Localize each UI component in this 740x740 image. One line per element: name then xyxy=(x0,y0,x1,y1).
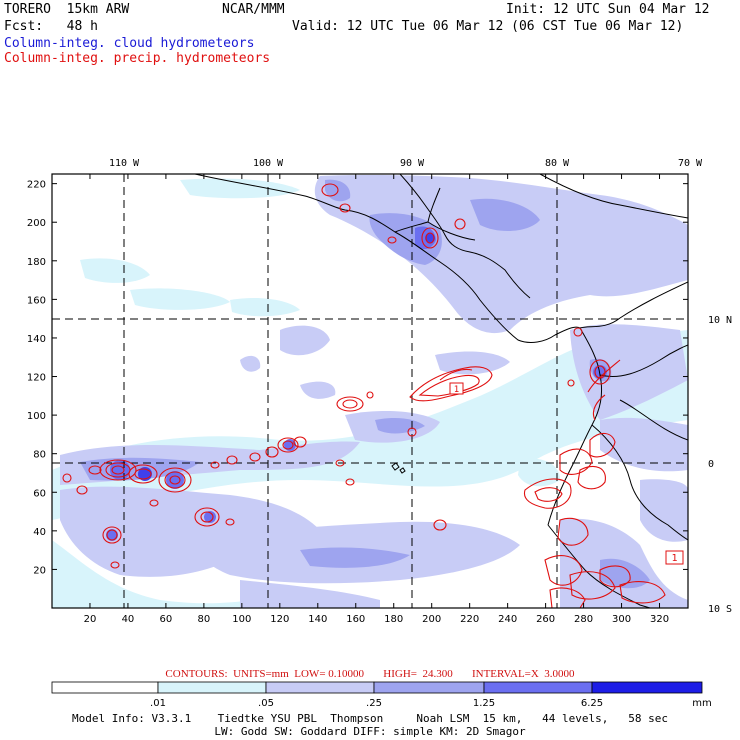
lon-label-80w: 80 W xyxy=(545,158,570,169)
x-tick-label: 180 xyxy=(384,614,403,625)
y-tick-label: 80 xyxy=(33,450,46,461)
lon-label-110w: 110 W xyxy=(109,158,140,169)
graticule xyxy=(52,174,688,608)
colorbar-bin-2 xyxy=(157,681,267,694)
x-tick-label: 80 xyxy=(198,614,211,625)
y-tick-label: 60 xyxy=(33,488,46,499)
x-tick-label: 120 xyxy=(270,614,289,625)
x-tick-label: 300 xyxy=(612,614,631,625)
y-tick-label: 40 xyxy=(33,527,46,538)
x-tick-label: 260 xyxy=(536,614,555,625)
lat-label-10s: 10 S xyxy=(708,604,732,615)
lon-label-90w: 90 W xyxy=(400,158,425,169)
y-tick-label: 100 xyxy=(27,411,46,422)
max-box-center xyxy=(449,382,464,395)
x-tick-label: 220 xyxy=(460,614,479,625)
contour-info: CONTOURS: UNITS=mm LOW= 0.10000 HIGH= 24… xyxy=(165,668,575,680)
model-info-line1: Model Info: V3.3.1 Tiedtke YSU PBL Thomp… xyxy=(71,712,669,725)
colorbar-bin-5 xyxy=(483,681,593,694)
x-tick-label: 200 xyxy=(422,614,441,625)
x-tick-label: 100 xyxy=(232,614,251,625)
y-tick-label: 120 xyxy=(27,373,46,384)
x-tick-label: 320 xyxy=(650,614,669,625)
max-box-east xyxy=(665,550,684,565)
axis-labels: 20 40 60 80 100 120 140 160 180 200 220 240 260 280 30… xyxy=(27,180,669,625)
colorbar-bin-1 xyxy=(51,681,159,694)
cloud-hydrometeor-field xyxy=(52,174,688,608)
y-tick-label: 140 xyxy=(27,334,46,345)
colorbar-label-125: 1.25 xyxy=(473,698,495,709)
lat-label-10n: 10 N xyxy=(708,315,732,326)
y-tick-label: 180 xyxy=(27,257,46,268)
lat-label-0: 0 xyxy=(708,459,714,470)
coastlines xyxy=(194,174,688,608)
colorbar-label-001: .01 xyxy=(150,698,166,709)
axis-ticks xyxy=(52,174,688,608)
colorbar-labels: .01 .05 .25 1.25 6.25 mm xyxy=(150,698,712,709)
lon-label-100w: 100 W xyxy=(253,158,284,169)
plot-frame xyxy=(51,173,689,609)
valid-time: Valid: 12 UTC Tue 06 Mar 12 (06 CST Tue … xyxy=(292,19,684,34)
colorbar-unit: mm xyxy=(692,698,711,709)
colorbar xyxy=(51,681,703,694)
forecast-hour: Fcst: 48 h xyxy=(4,19,98,34)
x-tick-label: 280 xyxy=(574,614,593,625)
x-tick-label: 160 xyxy=(346,614,365,625)
y-tick-label: 160 xyxy=(27,295,46,306)
colorbar-label-625: 6.25 xyxy=(581,698,603,709)
x-tick-label: 60 xyxy=(160,614,173,625)
model-title: TORERO 15km ARW xyxy=(4,2,130,17)
colorbar-label-025: .25 xyxy=(366,698,382,709)
lat-labels: 10 N 0 10 S xyxy=(708,315,732,615)
center-name: NCAR/MMM xyxy=(222,2,285,17)
x-tick-label: 40 xyxy=(122,614,135,625)
colorbar-bin-4 xyxy=(373,681,485,694)
x-tick-label: 20 xyxy=(84,614,97,625)
max-box-east-label: 1 xyxy=(671,553,677,564)
colorbar-label-005: .05 xyxy=(258,698,274,709)
colorbar-bin-3 xyxy=(265,681,375,694)
colorbar-bin-6 xyxy=(591,681,703,694)
max-box-center-label: 1 xyxy=(454,385,459,395)
y-tick-label: 200 xyxy=(27,218,46,229)
lon-labels: 110 W 100 W 90 W 80 W 70 W xyxy=(109,158,703,169)
lon-label-70w: 70 W xyxy=(678,158,703,169)
legend-precip-hydrometeors: Column-integ. precip. hydrometeors xyxy=(4,51,271,66)
model-info-line2: LW: Godd SW: Goddard DIFF: simple KM: 2D… xyxy=(214,725,526,738)
x-tick-label: 140 xyxy=(308,614,327,625)
y-tick-label: 220 xyxy=(27,180,46,191)
init-time: Init: 12 UTC Sun 04 Mar 12 xyxy=(506,2,710,17)
max-value-markers: 1 1 xyxy=(449,382,684,565)
y-tick-label: 20 xyxy=(33,565,46,576)
x-tick-label: 240 xyxy=(498,614,517,625)
legend-cloud-hydrometeors: Column-integ. cloud hydrometeors xyxy=(4,36,255,51)
